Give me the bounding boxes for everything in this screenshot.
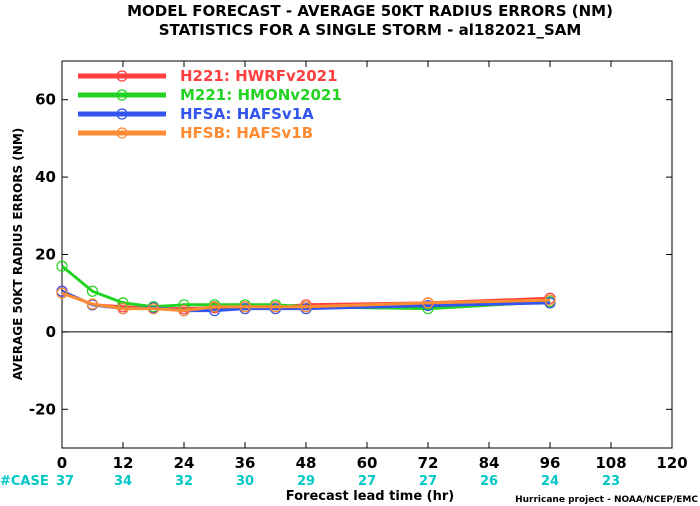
x-tick-label: 72 (418, 454, 439, 472)
data-point (422, 299, 434, 312)
legend-marker (116, 70, 128, 82)
legend-label: HFSA: HAFSv1A (180, 105, 314, 123)
legend-label: H221: HWRFv2021 (180, 67, 338, 85)
chart-subtitle: STATISTICS FOR A SINGLE STORM - al182021… (159, 21, 582, 39)
x-axis-label: Forecast lead time (hr) (286, 489, 454, 504)
case-count: 24 (541, 474, 559, 489)
data-point (117, 303, 129, 315)
y-tick-label: -20 (29, 400, 56, 418)
data-point (422, 297, 434, 309)
credit-text: Hurricane project - NOAA/NCEP/EMC (515, 495, 698, 505)
y-tick-label: 60 (35, 91, 56, 109)
x-tick-label: 108 (595, 454, 626, 472)
plot-frame (61, 60, 673, 449)
legend-marker (116, 108, 128, 120)
case-count: 27 (358, 474, 376, 489)
legend-marker (116, 127, 128, 139)
case-count: 23 (602, 474, 620, 489)
legend-label: HFSB: HAFSv1B (180, 124, 313, 142)
case-count: 27 (419, 474, 437, 489)
data-point (147, 303, 160, 315)
y-tick-label: 0 (46, 323, 56, 341)
x-tick-label: 24 (174, 454, 195, 472)
series-line-3 (61, 291, 551, 313)
chart-title: MODEL FORECAST - AVERAGE 50KT RADIUS ERR… (127, 2, 613, 20)
case-count: 29 (297, 474, 315, 489)
data-point (269, 301, 282, 313)
data-point (208, 301, 221, 313)
y-axis-label: AVERAGE 50KT RADIUS ERRORS (NM) (11, 128, 25, 380)
data-point (86, 285, 99, 297)
x-tick-label: 84 (479, 454, 500, 472)
data-point (239, 301, 251, 313)
x-tick-label: 96 (540, 454, 561, 472)
y-tick-label: 20 (35, 246, 56, 264)
x-tick-label: 0 (57, 454, 67, 472)
data-point (86, 298, 99, 310)
data-point (544, 297, 556, 309)
data-point (300, 301, 312, 313)
data-point (56, 287, 68, 299)
case-label: #CASE (0, 474, 49, 489)
case-count: 37 (56, 474, 74, 489)
data-point (544, 294, 556, 306)
case-count: 26 (480, 474, 498, 489)
x-tick-label: 60 (357, 454, 378, 472)
case-count: 30 (236, 474, 254, 489)
x-tick-label: 120 (656, 454, 687, 472)
y-tick-label: 40 (35, 168, 56, 186)
data-point (56, 260, 68, 272)
case-count: 34 (114, 474, 132, 489)
legend-label: M221: HMONv2021 (180, 86, 342, 104)
x-tick-label: 48 (296, 454, 317, 472)
case-count: 32 (175, 474, 193, 489)
x-tick-label: 36 (235, 454, 256, 472)
legend-marker (116, 89, 128, 101)
data-point (178, 305, 190, 317)
x-tick-label: 12 (113, 454, 134, 472)
